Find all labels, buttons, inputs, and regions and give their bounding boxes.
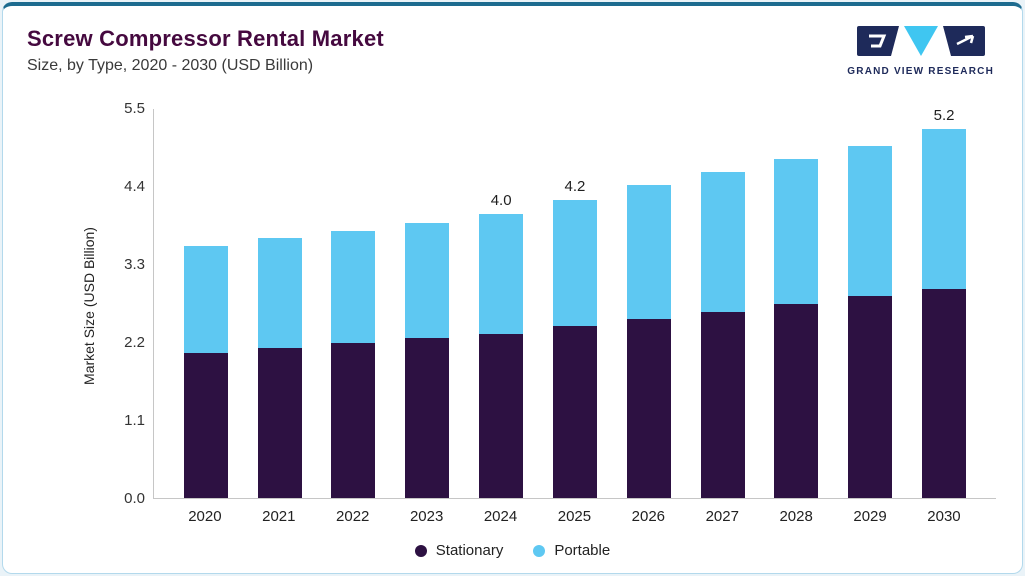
bar-segment-portable [848,145,893,296]
y-tick-label: 2.2 [124,334,145,351]
legend-label: Portable [554,542,611,559]
bar-group-2028 [774,159,819,498]
bar-group-2024: 4.0 [479,192,524,498]
y-axis-title: Market Size (USD Billion) [81,227,97,385]
logo-triangle-icon [903,26,938,61]
logo-arrow-mark-icon [942,26,985,61]
y-tick-label: 5.5 [124,100,145,117]
bar-segment-portable [479,214,524,334]
bar-segment-stationary [331,343,376,498]
y-tick-label: 0.0 [124,490,145,507]
bar-value-label: 4.0 [490,192,512,210]
x-axis-labels: 2020 2021 2022 2023 2024 2025 2026 2027 2028 2029… [153,508,996,525]
bar-group-2029 [848,145,893,498]
bar-segment-portable [405,222,450,339]
page-title: Screw Compressor Rental Market [27,26,384,51]
bar-segment-portable [331,231,376,344]
plot-area: 4.0 4.2 5.2 [153,107,996,499]
bar-segment-stationary [626,319,671,498]
title-block: Screw Compressor Rental Market Size, by … [27,26,384,75]
bar-segment-portable [700,171,745,313]
bar-group-2021 [257,237,302,498]
bar-group-2030: 5.2 [922,107,967,498]
bar-segment-stationary [552,326,597,498]
bar-segment-stationary [405,338,450,498]
legend: Stationary Portable [3,542,1022,559]
bar-group-2023 [405,222,450,498]
bar-group-2020 [183,246,228,498]
bar-group-2026 [626,184,671,498]
bar-segment-stationary [848,295,893,498]
y-tick-label: 1.1 [124,412,145,429]
bar-segment-portable [552,200,597,327]
legend-item-stationary: Stationary [414,542,504,559]
bar-group-2022 [331,231,376,498]
y-tick-label: 3.3 [124,256,145,273]
x-tick-label-2028: 2028 [779,508,813,525]
page-subtitle: Size, by Type, 2020 - 2030 (USD Billion) [27,57,314,74]
brand-logo: GRAND VIEW RESEARCH [847,26,998,77]
x-tick-label-2023: 2023 [409,508,444,525]
bar-segment-portable [922,129,967,289]
x-tick-label-2025: 2025 [557,508,592,525]
y-tick-label: 4.4 [124,178,145,195]
bar-group-2027 [700,171,745,498]
bar-segment-stationary [774,304,819,498]
y-axis-ticks: 0.0 1.1 2.2 3.3 4.4 5.5 [99,101,145,507]
x-tick-label-2020: 2020 [188,508,222,525]
logo-g-mark-icon [856,26,899,61]
bar-segment-stationary [183,352,228,498]
bar-segment-portable [257,237,302,348]
bar-segment-stationary [700,312,745,498]
bar-group-2025: 4.2 [552,178,597,498]
brand-logo-text: GRAND VIEW RESEARCH [847,66,994,77]
legend-dot-icon [414,544,427,557]
x-tick-label-2022: 2022 [336,508,370,525]
legend-label: Stationary [435,542,504,559]
x-tick-label-2024: 2024 [483,508,518,525]
legend-item-portable: Portable [533,542,610,559]
bar-segment-portable [626,184,671,320]
bar-segment-stationary [479,333,524,498]
bar-segment-portable [774,159,819,305]
x-tick-label-2027: 2027 [705,508,739,525]
x-tick-label-2029: 2029 [853,508,887,525]
bar-segment-stationary [922,288,967,498]
bar-value-label: 4.2 [564,178,586,196]
x-tick-label-2021: 2021 [262,508,296,525]
header: Screw Compressor Rental Market Size, by … [27,26,998,77]
x-tick-label-2030: 2030 [927,508,961,525]
bar-segment-stationary [257,347,302,498]
brand-logo-marks [856,26,985,61]
bar-segment-portable [183,246,228,353]
bar-value-label: 5.2 [933,107,955,125]
legend-dot-icon [533,544,546,557]
x-tick-label-2026: 2026 [631,508,666,525]
